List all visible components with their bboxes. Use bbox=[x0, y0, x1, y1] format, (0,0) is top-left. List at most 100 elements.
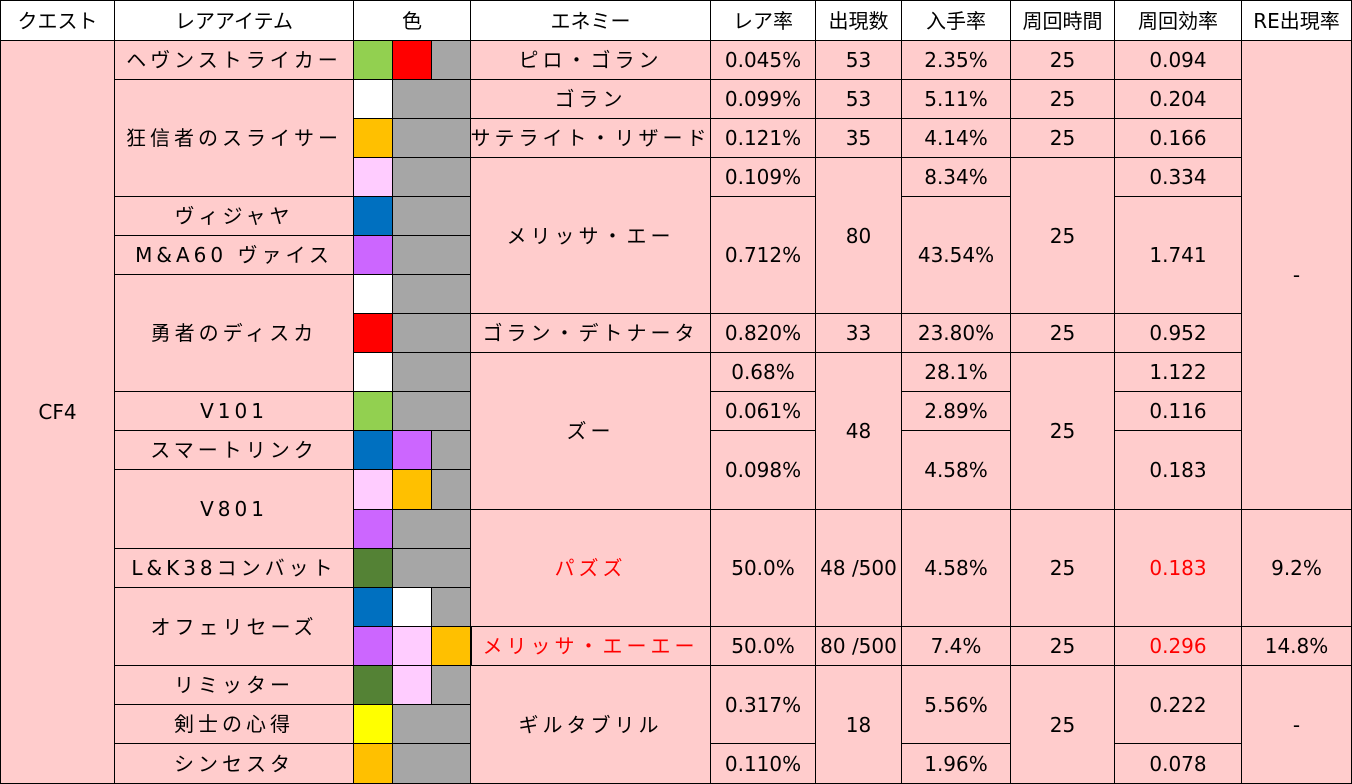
loop-efficiency-value: 0.166 bbox=[1114, 118, 1242, 158]
enemy-name: サテライト・リザード bbox=[470, 118, 711, 158]
loop-time-value: 25 bbox=[1010, 626, 1115, 666]
color-swatch-orange bbox=[353, 743, 393, 784]
color-swatch-white bbox=[353, 352, 393, 392]
color-swatch-empty bbox=[431, 587, 471, 627]
enemy-name: ゴラン・デトナータ bbox=[470, 313, 711, 353]
obtain-rate-value: 1.96% bbox=[901, 743, 1011, 784]
rare-rate-value: 50.0% bbox=[710, 626, 816, 666]
obtain-rate-value: 5.56% bbox=[901, 665, 1011, 744]
rare-rate-value: 0.317% bbox=[710, 665, 816, 744]
loop-efficiency-value: 0.078 bbox=[1114, 743, 1242, 784]
obtain-rate-value: 4.14% bbox=[901, 118, 1011, 158]
rare-item-name: リミッター bbox=[114, 665, 354, 705]
loop-efficiency-value: 1.122 bbox=[1114, 352, 1242, 392]
color-swatch-purple bbox=[353, 235, 393, 275]
color-swatch-empty bbox=[392, 79, 471, 119]
loop-efficiency-value: 0.222 bbox=[1114, 665, 1242, 744]
obtain-rate-value: 4.58% bbox=[901, 509, 1011, 627]
color-swatch-dark-green bbox=[353, 548, 393, 588]
color-swatch-empty bbox=[392, 235, 471, 275]
color-swatch-dark-green bbox=[353, 665, 393, 705]
appear-count-value: 48 bbox=[815, 352, 902, 510]
enemy-name: ギルタブリル bbox=[470, 665, 711, 784]
loop-efficiency-highlight: 0.183 bbox=[1114, 509, 1242, 627]
color-swatch-empty bbox=[392, 313, 471, 353]
color-swatch-orange bbox=[392, 469, 432, 510]
color-swatch-white bbox=[353, 79, 393, 119]
rare-item-name: スマートリンク bbox=[114, 430, 354, 470]
obtain-rate-value: 43.54% bbox=[901, 196, 1011, 314]
loop-time-value: 25 bbox=[1010, 313, 1115, 353]
color-swatch-empty bbox=[431, 469, 471, 510]
rare-rate-value: 0.099% bbox=[710, 79, 816, 119]
re-rate-value: - bbox=[1241, 40, 1352, 510]
enemy-name: ズー bbox=[470, 352, 711, 510]
loop-efficiency-value: 0.334 bbox=[1114, 157, 1242, 197]
color-swatch-empty bbox=[392, 118, 471, 158]
rare-rate-value: 50.0% bbox=[710, 509, 816, 627]
loop-time-value: 25 bbox=[1010, 118, 1115, 158]
rare-rate-value: 0.820% bbox=[710, 313, 816, 353]
header-appear-count: 出現数 bbox=[815, 0, 902, 41]
rare-item-name: M&A60 ヴァイス bbox=[114, 235, 354, 275]
rare-rate-value: 0.121% bbox=[710, 118, 816, 158]
appear-count-value: 80 bbox=[815, 157, 902, 314]
appear-count-value: 48 /500 bbox=[815, 509, 902, 627]
header-rare-item: レアアイテム bbox=[114, 0, 354, 41]
enemy-name-highlight: パズズ bbox=[470, 509, 711, 627]
obtain-rate-value: 5.11% bbox=[901, 79, 1011, 119]
rare-item-name: V801 bbox=[114, 469, 354, 549]
color-swatch-light-green bbox=[353, 391, 393, 431]
color-swatch-empty bbox=[431, 430, 471, 470]
color-swatch-empty bbox=[392, 743, 471, 784]
loop-time-value: 25 bbox=[1010, 79, 1115, 119]
enemy-name: ピロ・ゴラン bbox=[470, 40, 711, 80]
rare-rate-value: 0.109% bbox=[710, 157, 816, 197]
color-swatch-empty bbox=[392, 157, 471, 197]
color-swatch-red bbox=[392, 40, 432, 80]
rare-item-name: ヴィジャヤ bbox=[114, 196, 354, 236]
color-swatch-blue bbox=[353, 587, 393, 627]
header-color: 色 bbox=[353, 0, 471, 41]
appear-count-value: 53 bbox=[815, 40, 902, 80]
rare-item-name: 勇者のディスカ bbox=[114, 274, 354, 392]
color-swatch-yellow bbox=[353, 704, 393, 744]
color-swatch-empty bbox=[431, 665, 471, 705]
rare-item-name: ヘヴンストライカー bbox=[114, 40, 354, 80]
enemy-name: メリッサ・エー bbox=[470, 157, 711, 314]
loop-efficiency-value: 0.952 bbox=[1114, 313, 1242, 353]
rare-rate-value: 0.712% bbox=[710, 196, 816, 314]
color-swatch-red bbox=[353, 313, 393, 353]
obtain-rate-value: 2.89% bbox=[901, 391, 1011, 431]
color-swatch-pink bbox=[392, 665, 432, 705]
appear-count-value: 80 /500 bbox=[815, 626, 902, 666]
color-swatch-purple bbox=[392, 430, 432, 470]
color-swatch-orange bbox=[431, 626, 471, 666]
loop-time-value: 25 bbox=[1010, 352, 1115, 510]
header-loop-efficiency: 周回効率 bbox=[1114, 0, 1242, 41]
color-swatch-orange bbox=[353, 118, 393, 158]
rare-item-name: オフェリセーズ bbox=[114, 587, 354, 666]
color-swatch-empty bbox=[392, 274, 471, 314]
color-swatch-pink bbox=[353, 469, 393, 510]
color-swatch-empty bbox=[392, 196, 471, 236]
rare-rate-value: 0.061% bbox=[710, 391, 816, 431]
loop-efficiency-value: 0.183 bbox=[1114, 430, 1242, 510]
rare-rate-value: 0.68% bbox=[710, 352, 816, 392]
color-swatch-empty bbox=[392, 352, 471, 392]
enemy-name-highlight: メリッサ・エーエー bbox=[470, 626, 711, 666]
loop-efficiency-value: 0.116 bbox=[1114, 391, 1242, 431]
appear-count-value: 18 bbox=[815, 665, 902, 784]
appear-count-value: 33 bbox=[815, 313, 902, 353]
enemy-name: ゴラン bbox=[470, 79, 711, 119]
rare-rate-value: 0.045% bbox=[710, 40, 816, 80]
header-quest: クエスト bbox=[0, 0, 115, 41]
color-swatch-blue bbox=[353, 196, 393, 236]
re-rate-value: 9.2% bbox=[1241, 509, 1352, 627]
color-swatch-white bbox=[353, 274, 393, 314]
obtain-rate-value: 8.34% bbox=[901, 157, 1011, 197]
loop-time-value: 25 bbox=[1010, 157, 1115, 314]
header-obtain-rate: 入手率 bbox=[901, 0, 1011, 41]
loop-time-value: 25 bbox=[1010, 509, 1115, 627]
